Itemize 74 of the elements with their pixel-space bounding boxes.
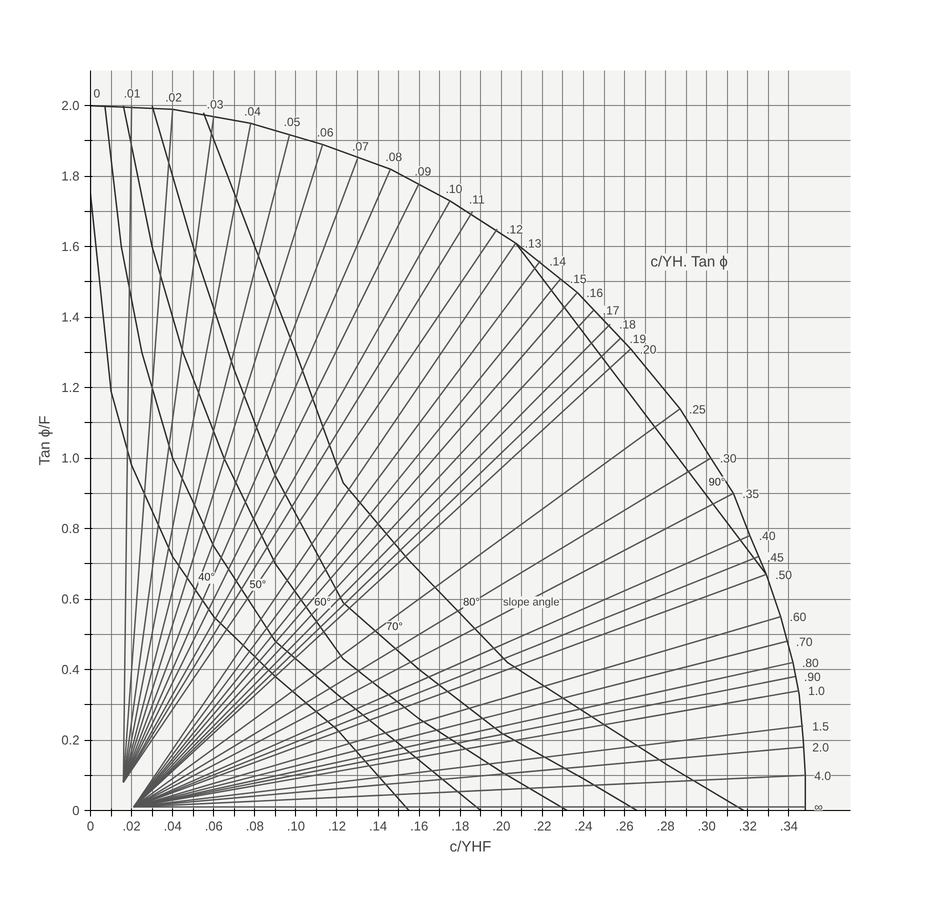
y-tick-label: 0.8 — [61, 521, 80, 536]
annotation: ∞ — [814, 800, 824, 814]
annotation: .14 — [549, 254, 566, 268]
x-tick-label: .20 — [492, 818, 510, 834]
x-axis-title: c/YHF — [450, 838, 492, 856]
annotation: .08 — [385, 150, 402, 164]
y-tick-label: 0.4 — [61, 662, 80, 678]
x-tick-label: 0 — [86, 818, 94, 834]
series-label: 40° — [198, 572, 215, 584]
series-label: 50° — [250, 578, 266, 591]
x-tick-label: .28 — [656, 818, 675, 834]
annotation: .70 — [796, 634, 813, 649]
annotation: .50 — [775, 568, 792, 582]
annotation: .12 — [506, 222, 524, 237]
x-tick-label: .22 — [533, 818, 552, 834]
y-tick-label: 1.0 — [61, 450, 80, 466]
annotation: 1.5 — [812, 719, 830, 734]
annotation: .40 — [758, 529, 776, 544]
y-tick-label: 0.6 — [61, 592, 80, 607]
annotation: .35 — [742, 486, 760, 501]
annotation: .09 — [414, 164, 432, 178]
x-tick-label: .18 — [451, 818, 470, 834]
annotation: 4.0 — [814, 768, 832, 783]
annotation: .05 — [284, 114, 301, 129]
annotation: .18 — [619, 318, 636, 332]
series-label: 60° — [314, 596, 331, 608]
annotation: .17 — [602, 304, 620, 318]
x-tick-label: .30 — [698, 818, 716, 834]
annotation: .13 — [524, 236, 542, 251]
x-tick-label: .32 — [738, 818, 757, 834]
x-tick-label: .26 — [616, 818, 634, 834]
y-tick-label: 1.6 — [61, 239, 80, 254]
x-tick-label: .16 — [410, 818, 428, 834]
x-tick-label: .04 — [164, 818, 182, 834]
y-tick-label: 1.4 — [61, 310, 80, 325]
x-tick-label: .10 — [286, 818, 305, 834]
annotation: .16 — [586, 286, 604, 300]
y-tick-label: 1.8 — [61, 168, 80, 184]
annotation: 2.0 — [812, 740, 830, 755]
y-tick-label: 0.2 — [61, 732, 80, 748]
annotation: .30 — [720, 452, 737, 466]
annotation: .11 — [468, 192, 485, 206]
annotation: .90 — [804, 670, 822, 684]
y-tick-label: 2.0 — [61, 98, 80, 114]
annotation: .60 — [790, 610, 807, 624]
series-label: 80° — [463, 596, 480, 608]
annotation: .04 — [244, 104, 262, 118]
annotation: .01 — [124, 86, 141, 101]
annotation: 1.0 — [808, 684, 826, 698]
annotation: .80 — [802, 656, 819, 670]
x-tick-label: .08 — [246, 818, 264, 834]
annotation: .02 — [165, 90, 182, 104]
y-tick-label: 1.2 — [61, 380, 80, 396]
x-tick-label: .14 — [369, 818, 388, 834]
series-label: 70° — [386, 621, 403, 634]
y-tick-label: 0 — [72, 803, 80, 818]
annotation: .03 — [206, 97, 224, 112]
annotation: .07 — [352, 140, 370, 154]
annotation: .25 — [689, 402, 706, 416]
x-tick-label: .02 — [122, 818, 141, 834]
annotation: c/YH. Tan ϕ — [650, 254, 728, 270]
annotation: slope angle — [503, 596, 560, 608]
annotation: 0 — [94, 86, 100, 101]
x-tick-label: .12 — [328, 818, 346, 834]
x-tick-label: .24 — [574, 818, 593, 834]
x-tick-label: .06 — [204, 818, 223, 834]
annotation: .15 — [570, 272, 587, 286]
y-axis-title: Tan ϕ/F — [36, 415, 54, 466]
annotation: .19 — [629, 332, 646, 346]
annotation: .45 — [767, 550, 784, 564]
series-label: 90° — [708, 476, 726, 489]
annotation: .10 — [446, 182, 463, 196]
annotation: .06 — [316, 126, 334, 140]
x-tick-label: .34 — [780, 818, 798, 834]
